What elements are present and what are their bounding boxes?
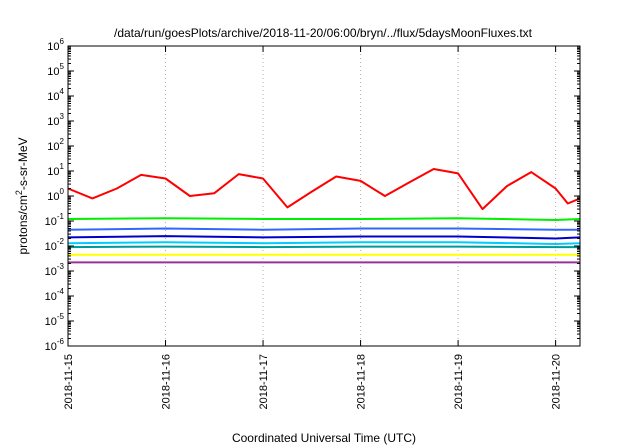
series-line-2 xyxy=(67,217,581,221)
y-tick-label: 106 xyxy=(47,37,64,53)
chart-title: /data/run/goesPlots/archive/2018-11-20/0… xyxy=(114,26,533,40)
y-tick-label: 105 xyxy=(47,62,64,78)
x-tick-label: 2018-11-15 xyxy=(63,354,75,409)
y-tick-label: 102 xyxy=(47,137,64,153)
x-axis: 2018-11-15 2018-11-16 2018-11-17 2018-11-18… xyxy=(63,46,563,409)
series-line-3 xyxy=(67,227,580,231)
x-tick-label: 2018-11-17 xyxy=(258,354,270,409)
y-tick-label: 10-2 xyxy=(45,237,65,253)
x-tick-label: 2018-11-18 xyxy=(356,354,368,409)
y-tick-label: 101 xyxy=(47,162,64,178)
y-tick-label: 10-1 xyxy=(45,212,65,228)
y-axis-label: protons/cm2-s-sr-MeV xyxy=(14,137,30,254)
y-tick-label: 10-6 xyxy=(45,337,65,353)
y-tick-label: 10-4 xyxy=(45,287,65,303)
series-line-1 xyxy=(67,168,581,211)
x-tick-label: 2018-11-20 xyxy=(551,354,563,409)
y-tick-label: 10-5 xyxy=(45,312,65,328)
series-line-4 xyxy=(67,235,581,240)
x-axis-label: Coordinated Universal Time (UTC) xyxy=(232,431,416,445)
series-line-6 xyxy=(67,245,580,249)
x-tick-label: 2018-11-19 xyxy=(453,354,465,409)
series-line-5 xyxy=(67,241,581,245)
y-tick-label: 104 xyxy=(47,87,64,103)
y-tick-label: 10-3 xyxy=(45,262,65,278)
y-tick-label: 103 xyxy=(47,112,64,128)
y-tick-label: 100 xyxy=(47,187,64,203)
series-group xyxy=(67,168,581,264)
y-axis: 106 105 104 103 102 101 100 10-1 10-2 10-3 10-4 10-… xyxy=(45,37,580,353)
x-tick-label: 2018-11-16 xyxy=(161,354,173,409)
